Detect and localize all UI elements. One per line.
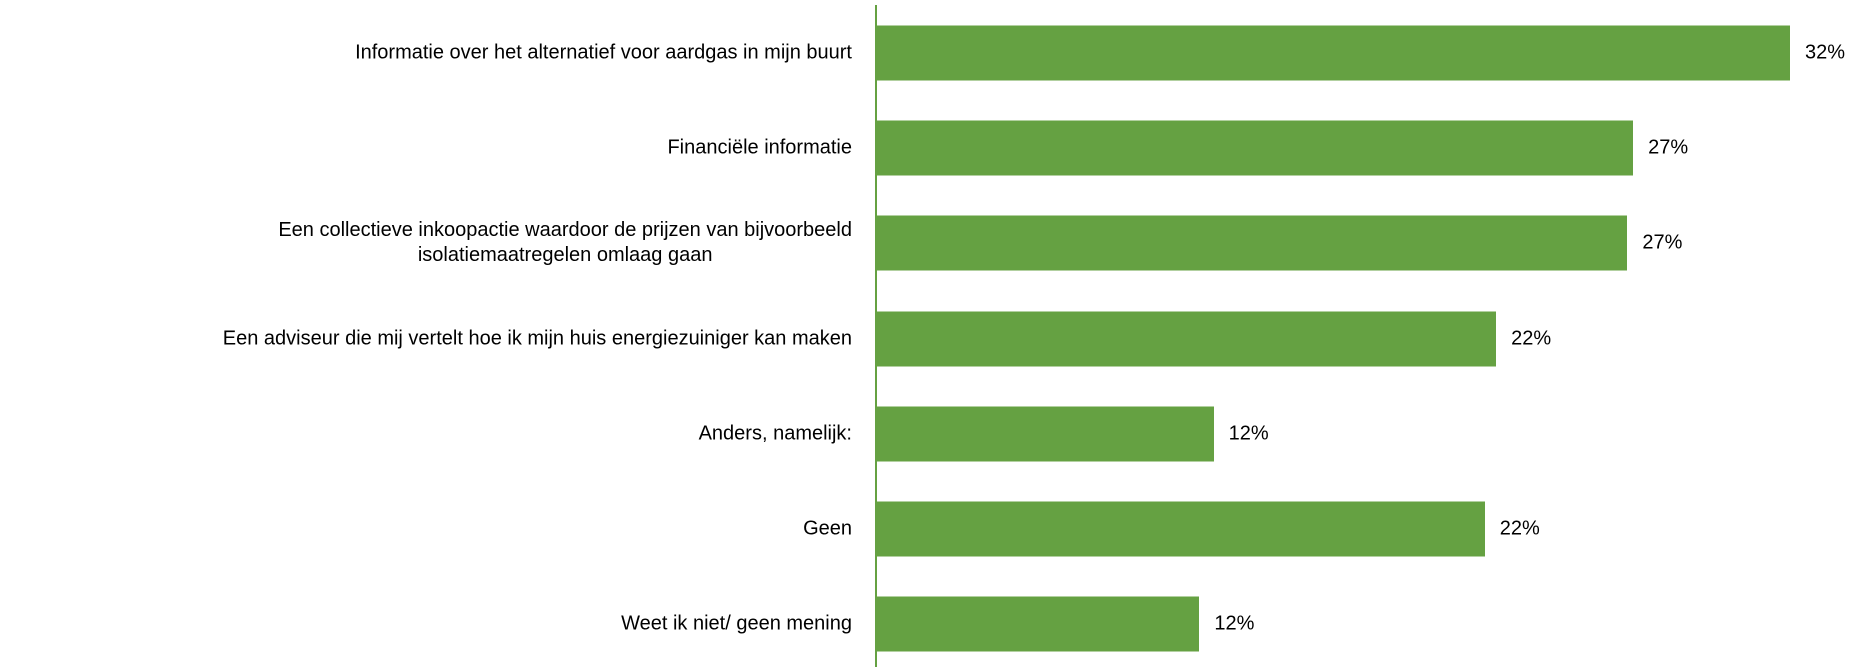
bar (877, 215, 1628, 271)
data-label: 12% (1228, 422, 1269, 445)
bar (877, 596, 1200, 652)
data-label: 12% (1214, 612, 1255, 635)
category-label: Weet ik niet/ geen mening (621, 612, 852, 635)
category-label: Een adviseur die mij vertelt hoe ik mijn… (222, 327, 852, 350)
bar (877, 311, 1497, 367)
bar (877, 406, 1214, 462)
category-label: Financiële informatie (667, 136, 852, 159)
bar (877, 501, 1485, 557)
category-label: Een collectieve inkoopactie waardoor de … (278, 219, 852, 267)
bar (877, 25, 1790, 81)
data-label: 27% (1648, 136, 1689, 159)
category-axis (875, 5, 877, 667)
category-label: Anders, namelijk: (698, 422, 852, 445)
category-label: Informatie over het alternatief voor aar… (355, 41, 852, 64)
category-label: Geen (803, 517, 852, 540)
data-label: 22% (1511, 327, 1552, 350)
data-label: 22% (1499, 517, 1540, 540)
bar (877, 120, 1634, 176)
data-label: 32% (1805, 41, 1846, 64)
data-label: 27% (1642, 231, 1683, 254)
